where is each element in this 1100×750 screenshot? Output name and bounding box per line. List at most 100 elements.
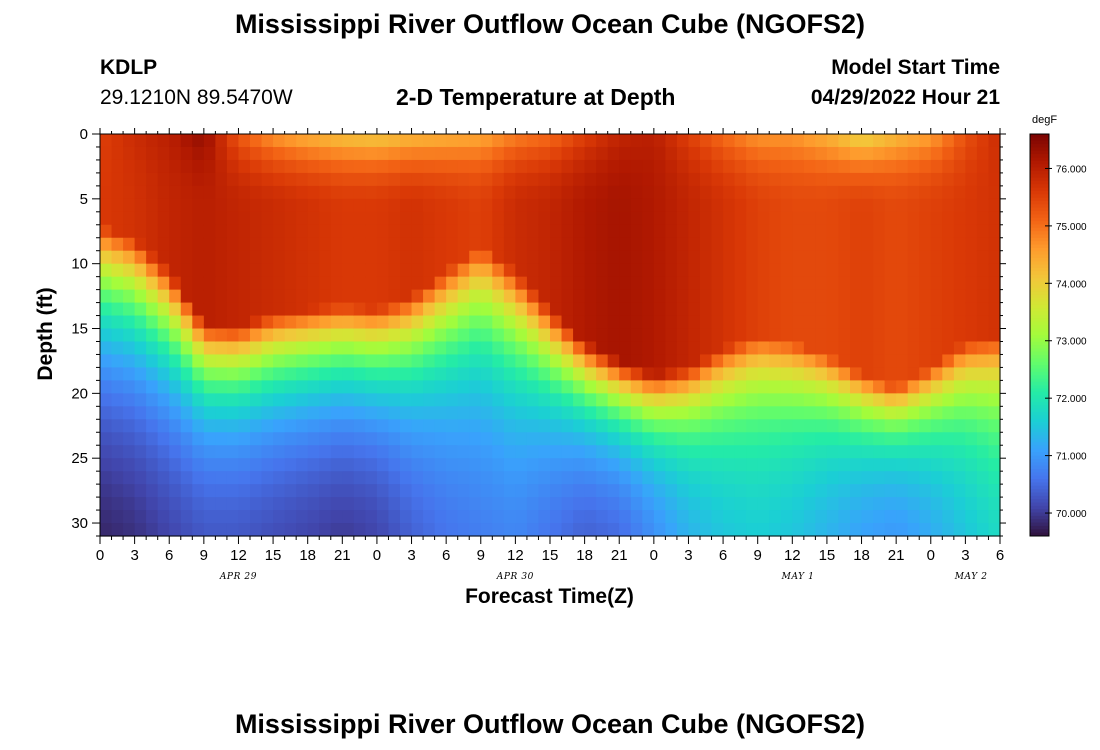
heatmap-cell bbox=[226, 523, 240, 537]
heatmap-cell bbox=[988, 134, 1001, 148]
heatmap-cell bbox=[192, 367, 205, 381]
heatmap-cell bbox=[723, 328, 736, 343]
heatmap-cell bbox=[884, 367, 897, 381]
heatmap-cell bbox=[215, 380, 228, 394]
heatmap-cell bbox=[919, 484, 932, 498]
heatmap-cell bbox=[550, 172, 563, 187]
heatmap-cell bbox=[826, 146, 840, 161]
heatmap-cell bbox=[769, 263, 782, 278]
heatmap-cell bbox=[803, 471, 816, 485]
heatmap-cell bbox=[815, 224, 828, 239]
heatmap-cell bbox=[711, 380, 724, 394]
heatmap-cell bbox=[192, 198, 205, 213]
heatmap-cell bbox=[284, 237, 297, 252]
heatmap-cell bbox=[423, 302, 436, 317]
heatmap-cell bbox=[676, 211, 690, 226]
heatmap-cell bbox=[596, 367, 609, 381]
heatmap-cell bbox=[515, 198, 528, 213]
heatmap-cell bbox=[573, 380, 586, 394]
heatmap-cell bbox=[238, 497, 251, 511]
heatmap-cell bbox=[296, 510, 309, 524]
heatmap-cell bbox=[503, 159, 516, 174]
heatmap-cell bbox=[342, 497, 355, 511]
heatmap-cell bbox=[953, 406, 966, 420]
heatmap-cell bbox=[423, 146, 436, 161]
heatmap-cell bbox=[665, 315, 678, 330]
heatmap-cell bbox=[550, 471, 563, 485]
x-tick-label: 21 bbox=[888, 547, 905, 564]
heatmap-cell bbox=[330, 458, 343, 472]
heatmap-cell bbox=[642, 341, 655, 356]
heatmap-cell bbox=[134, 354, 147, 369]
heatmap-cell bbox=[630, 302, 643, 317]
heatmap-cell bbox=[642, 523, 655, 537]
x-tick-label: 6 bbox=[442, 547, 450, 564]
heatmap-cell bbox=[226, 419, 240, 433]
heatmap-cell bbox=[850, 198, 863, 213]
heatmap-cell bbox=[365, 367, 378, 381]
heatmap-cell bbox=[480, 484, 493, 498]
heatmap-cell bbox=[503, 458, 516, 472]
heatmap-cell bbox=[226, 445, 240, 459]
heatmap-cell bbox=[134, 341, 147, 356]
heatmap-cell bbox=[342, 185, 355, 200]
heatmap-cell bbox=[146, 134, 159, 148]
heatmap-cell bbox=[769, 211, 782, 226]
heatmap-cell bbox=[353, 510, 366, 524]
heatmap-cell bbox=[376, 134, 390, 148]
heatmap-cell bbox=[573, 406, 586, 420]
heatmap-cell bbox=[365, 393, 378, 407]
heatmap-cell bbox=[342, 237, 355, 252]
heatmap-cell bbox=[884, 406, 897, 420]
heatmap-cell bbox=[850, 211, 863, 226]
heatmap-cell bbox=[284, 302, 297, 317]
heatmap-cell bbox=[700, 276, 713, 291]
heatmap-cell bbox=[215, 250, 228, 265]
heatmap-cell bbox=[180, 484, 193, 498]
footer-title: Mississippi River Outflow Ocean Cube (NG… bbox=[234, 709, 866, 739]
heatmap-cell bbox=[803, 263, 816, 278]
heatmap-cell bbox=[769, 224, 782, 239]
heatmap-cell bbox=[226, 146, 240, 161]
heatmap-cell bbox=[861, 250, 874, 265]
heatmap-cell bbox=[388, 289, 401, 304]
heatmap-cell bbox=[469, 250, 482, 265]
colorbar-segment bbox=[1030, 291, 1049, 296]
heatmap-cell bbox=[723, 263, 736, 278]
heatmap-cell bbox=[526, 523, 540, 537]
heatmap-cell bbox=[100, 393, 113, 407]
heatmap-cell bbox=[492, 471, 505, 485]
heatmap-cell bbox=[688, 185, 701, 200]
colorbar-segment bbox=[1030, 271, 1049, 276]
heatmap-cell bbox=[780, 302, 793, 317]
heatmap-cell bbox=[526, 237, 540, 252]
heatmap-cell bbox=[203, 224, 216, 239]
heatmap-cell bbox=[607, 328, 620, 343]
heatmap-cell bbox=[792, 367, 805, 381]
heatmap-cell bbox=[803, 276, 816, 291]
heatmap-cell bbox=[561, 510, 574, 524]
heatmap-cell bbox=[492, 289, 505, 304]
heatmap-cell bbox=[746, 315, 759, 330]
heatmap-cell bbox=[688, 172, 701, 187]
heatmap-cell bbox=[365, 237, 378, 252]
heatmap-cell bbox=[492, 263, 505, 278]
heatmap-cell bbox=[653, 484, 666, 498]
heatmap-cell bbox=[284, 172, 297, 187]
heatmap-cell bbox=[134, 419, 147, 433]
heatmap-cell bbox=[376, 419, 390, 433]
heatmap-cell bbox=[642, 497, 655, 511]
heatmap-cell bbox=[850, 367, 863, 381]
heatmap-cell bbox=[526, 432, 540, 446]
heatmap-cell bbox=[365, 458, 378, 472]
heatmap-cell bbox=[896, 159, 909, 174]
heatmap-cell bbox=[526, 380, 540, 394]
heatmap-cell bbox=[203, 445, 216, 459]
heatmap-cell bbox=[573, 484, 586, 498]
heatmap-cell bbox=[169, 523, 182, 537]
heatmap-cell bbox=[250, 224, 263, 239]
heatmap-cell bbox=[250, 250, 263, 265]
heatmap-cell bbox=[896, 497, 909, 511]
heatmap-cell bbox=[688, 458, 701, 472]
heatmap-cell bbox=[538, 276, 551, 291]
